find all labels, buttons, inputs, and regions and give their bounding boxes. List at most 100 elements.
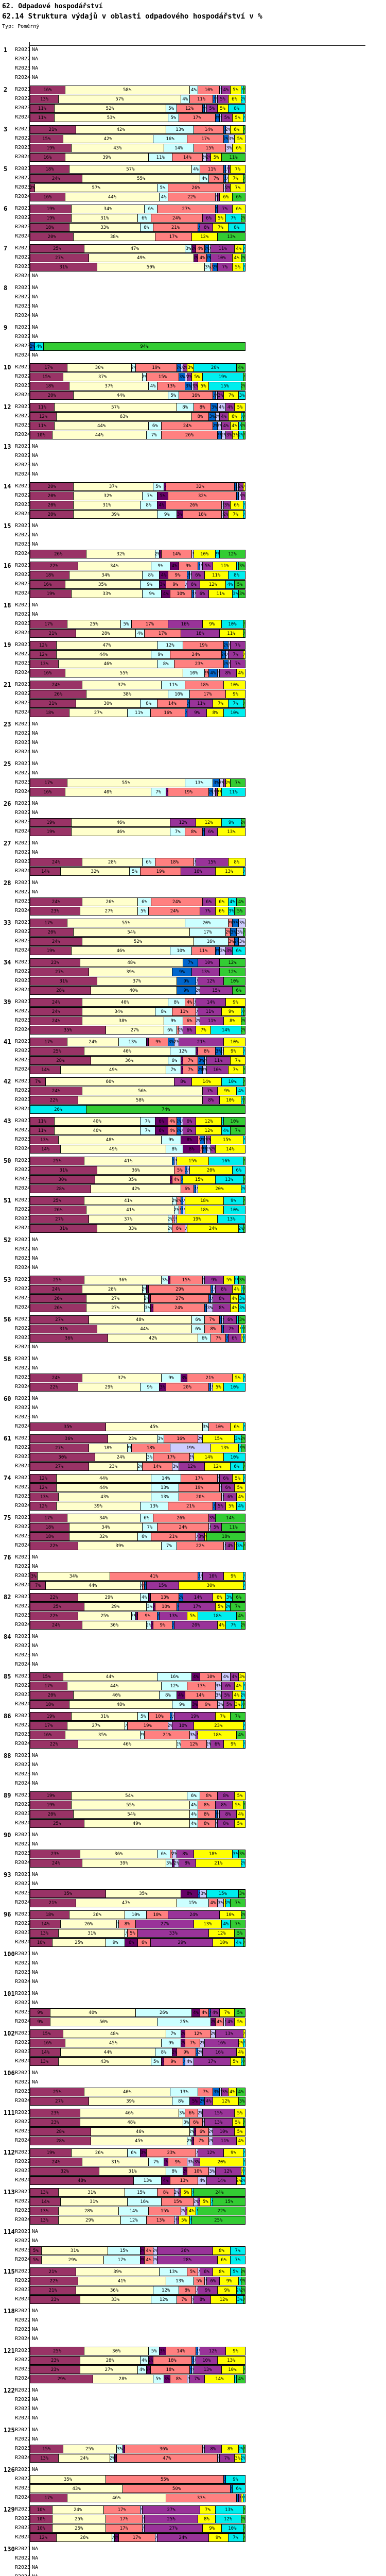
group-label: 16 [4, 562, 11, 569]
bar-segment: 17% [193, 2058, 230, 2065]
bar-segment: 13% [165, 2277, 194, 2285]
stacked-bar: 3%34%41%1%1%10%9%1% [30, 1572, 245, 1581]
group-label: 126 [4, 2466, 15, 2473]
bar-segment: 24% [170, 651, 222, 658]
period-label: R2024 [15, 2415, 31, 2421]
stacked-bar: 21%42%13%14%1%2%6%1% [30, 125, 245, 134]
chart-row: R2023 NA [0, 738, 386, 748]
group-label: 51 [4, 1197, 11, 1204]
stacked-bar: 31%33%2%6%1%24%2%1% [30, 1224, 245, 1233]
chart-row: R2022 NA [0, 1879, 386, 1889]
bar-segment: 4% [170, 562, 179, 570]
bar-segment: 4% [187, 2207, 196, 2215]
bar-segment: 4% [191, 165, 200, 173]
bar-segment: 2% [240, 492, 245, 500]
bar-segment: 5% [178, 2216, 189, 2224]
bar-segment: 22% [198, 2207, 245, 2215]
bar-segment: 5% [120, 620, 131, 628]
period-label: R2022 [15, 1167, 31, 1173]
bar-segment: 39% [73, 511, 157, 518]
bar-segment: 40% [54, 1127, 140, 1134]
chart-group-8: 8 R2021 NA R2022 NA R2023 NA R2024 NA [0, 283, 386, 320]
bar-segment: 6% [191, 571, 204, 579]
stacked-bar: 36%23%3%16%2%15%3%2% [30, 1434, 245, 1443]
bar-segment: 8% [176, 403, 194, 411]
bar-segment: 6% [191, 1316, 204, 1324]
bar-segment: 1% [234, 1542, 237, 1550]
bar-segment: 31% [71, 1713, 138, 1720]
bar-segment: 55% [66, 779, 185, 787]
chart-row: 125 R2021 NA [0, 2426, 386, 2435]
bar-segment: 44% [97, 1325, 191, 1333]
period-label: R2024 [15, 1582, 31, 1588]
period-label: R2023 [15, 65, 31, 71]
bar-segment: 25% [77, 1612, 131, 1620]
bar-segment: 8% [227, 858, 245, 866]
bar-segment: 2% [146, 2366, 151, 2374]
chart-row: 27 R2021 NA [0, 839, 386, 848]
bar-segment: 1% [236, 492, 239, 500]
bar-segment: 10% [210, 254, 232, 262]
chart-group-129: 129R202110%24%17%1%27%7%13%1%R202210%25%… [0, 2505, 386, 2542]
bar-segment: 5% [234, 135, 245, 143]
bar-segment: 1% [242, 2366, 245, 2374]
chart-group-43: 43R202111%40%7%6%4%2%1%6%12%1%10%R202211… [0, 1116, 386, 1154]
stacked-bar: 16%58%4%10%1%4%5%1%1% [30, 86, 245, 94]
bar-segment: 20% [30, 1810, 74, 1818]
period-label: R2023 [15, 1970, 31, 1975]
bar-segment: 1% [242, 1047, 245, 1055]
bar-segment: 30% [82, 1621, 147, 1629]
bar-segment: 15% [208, 382, 241, 390]
bar-segment: 1% [198, 224, 200, 231]
bar-segment: 1% [242, 114, 245, 122]
bar-segment: 12% [210, 2296, 237, 2303]
stacked-bar: 25%40%13%7%3%1%3%4%4% [30, 2088, 245, 2096]
na-value: NA [32, 334, 39, 340]
bar-segment: 19% [30, 947, 72, 955]
chart-group-3: 3R202121%42%13%14%1%2%6%1%R202215%42%16%… [0, 125, 386, 162]
chart-row: R2023 24% 26% 6% 24% 6% 6% 4% 4% [0, 897, 386, 906]
group-label: 10 [4, 364, 11, 371]
bar-segment: 1% [142, 2515, 144, 2523]
bar-segment: 15% [210, 1136, 243, 1144]
period-label: R2022 [15, 1603, 31, 1609]
bar-segment: 12% [198, 2149, 224, 2157]
chart-row: R2022 NA [0, 2554, 386, 2563]
bar-segment: 5% [202, 562, 213, 570]
period-label: R2022 [15, 1484, 31, 1490]
bar-segment: 15% [193, 144, 226, 152]
bar-segment: 14% [210, 1026, 241, 1034]
bar-segment: 6% [183, 1026, 196, 1034]
bar-segment: 3% [146, 1453, 153, 1461]
bar-segment: 41% [84, 1157, 172, 1165]
bar-segment: 2% [215, 114, 219, 122]
stacked-bar: 24%40%8%4%1%14%9% [30, 998, 245, 1007]
bar-segment: 25% [191, 2216, 245, 2224]
chart-row: 76 R2021 NA [0, 1553, 386, 1562]
bar-segment: 2% [217, 788, 222, 796]
bar-segment: 10% [30, 2515, 52, 2523]
bar-segment: 9% [167, 571, 187, 579]
bar-segment: 94% [43, 343, 245, 350]
bar-segment: 3% [198, 1533, 204, 1540]
bar-segment: 1% [223, 1899, 226, 1907]
period-label: R2024 [15, 194, 31, 199]
bar-segment: 12% [120, 2216, 147, 2224]
stacked-bar: 15%48%7%2%12%2%13%1% [30, 2029, 245, 2038]
bar-segment: 3% [208, 1514, 215, 1522]
period-label: R2021 [15, 2229, 31, 2234]
bar-segment: 2% [240, 95, 245, 103]
bar-segment: 25% [30, 1197, 84, 1205]
bar-segment: 4% [167, 1127, 177, 1134]
bar-segment: 13% [217, 1215, 245, 1223]
period-label: R2022 [15, 1524, 31, 1530]
period-label: R2023 [15, 1771, 31, 1777]
